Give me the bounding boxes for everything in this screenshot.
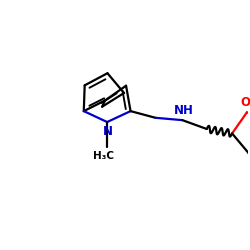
Text: NH: NH: [174, 104, 194, 117]
Text: O: O: [240, 96, 250, 109]
Text: H₃C: H₃C: [93, 152, 114, 162]
Text: N: N: [103, 126, 113, 138]
